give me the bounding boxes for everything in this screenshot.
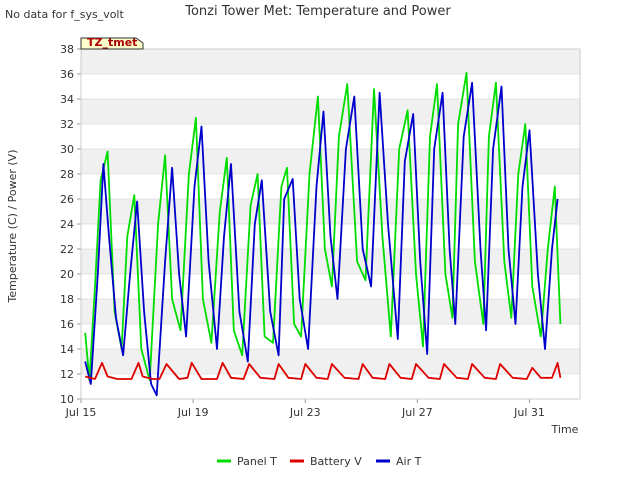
legend-label: Battery V [310,455,362,468]
y-tick-label: 10 [60,393,74,406]
x-axis: Jul 15 Jul 19 Jul 23 Jul 27 Jul 31 [65,399,545,419]
no-data-message: No data for f_sys_volt [5,8,124,21]
y-tick-label: 30 [60,143,74,156]
grid-band [81,49,580,74]
y-tick-label: 18 [60,293,74,306]
badge-box [80,37,144,50]
y-tick-label: 16 [60,318,74,331]
y-tick-label: 26 [60,193,74,206]
y-tick-label: 20 [60,268,74,281]
x-axis-label: Time [551,423,579,436]
legend-label: Air T [396,455,422,468]
x-tick-label: Jul 19 [177,406,209,419]
series-lines [84,71,562,397]
y-tick-label: 38 [60,43,74,56]
y-tick-label: 14 [60,343,74,356]
x-tick-label: Jul 23 [289,406,321,419]
grid-band [81,99,580,124]
chart-title: Tonzi Tower Met: Temperature and Power [184,4,451,19]
y-tick-label: 36 [60,68,74,81]
y-axis-label: Temperature (C) / Power (V) [6,149,19,303]
legend: Panel T Battery V Air T [217,455,422,468]
y-tick-label: 12 [60,368,74,381]
series-line-panel-t [84,71,562,382]
plot-frame [80,48,581,400]
grid-band [81,299,580,324]
series-line-air-t [84,81,559,397]
y-tick-label: 22 [60,243,74,256]
y-tick-label: 34 [60,93,74,106]
x-tick-label: Jul 27 [401,406,433,419]
badge-label: TZ_tmet [87,36,137,49]
grid-band [81,199,580,224]
badge: TZ_tmet [80,36,144,50]
legend-label: Panel T [237,455,277,468]
y-tick-label: 32 [60,118,74,131]
x-tick-label: Jul 15 [65,406,97,419]
x-tick-label: Jul 31 [513,406,545,419]
y-tick-label: 28 [60,168,74,181]
series-line-battery-v [84,361,562,380]
y-tick-label: 24 [60,218,74,231]
